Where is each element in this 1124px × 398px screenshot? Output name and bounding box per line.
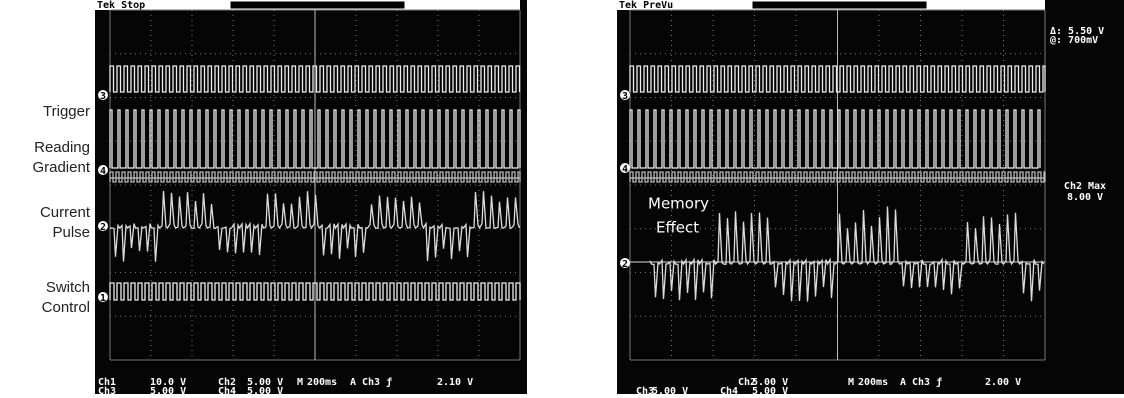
channel-marker-label: 3 bbox=[622, 91, 628, 102]
readout: 2.00 V bbox=[985, 377, 1021, 388]
readout: M bbox=[297, 377, 303, 388]
trace-label: Trigger bbox=[43, 103, 90, 120]
trace-label: Gradient bbox=[32, 159, 90, 176]
channel-marker-label: 4 bbox=[100, 166, 106, 177]
channel-marker-label: 1 bbox=[100, 293, 106, 304]
annotation: Effect bbox=[656, 219, 699, 237]
readout: 200ms bbox=[307, 377, 337, 388]
readout: 5.00 V bbox=[247, 386, 283, 394]
trace-label: Control bbox=[42, 299, 90, 316]
channel-marker-label: 2 bbox=[100, 222, 106, 233]
readout: 2.10 V bbox=[437, 377, 473, 388]
trace-label: Pulse bbox=[52, 224, 90, 241]
trace-label: Current bbox=[40, 204, 91, 221]
readout: Ch4 bbox=[218, 386, 236, 394]
scope-frame bbox=[95, 0, 527, 394]
readout: Ch3 ƒ bbox=[912, 377, 942, 388]
channel-max: 5.00 V bbox=[545, 139, 581, 150]
readout: 5.00 V bbox=[752, 386, 788, 394]
channel-marker-label: 2 bbox=[622, 259, 628, 270]
channel-marker-label: 4 bbox=[622, 164, 628, 175]
readout: A bbox=[900, 377, 906, 388]
trace-label: Switch bbox=[46, 279, 90, 296]
readout: A bbox=[350, 377, 356, 388]
readout: 200ms bbox=[858, 377, 888, 388]
readout: Ch4 bbox=[720, 386, 738, 394]
channel-max: Ch2 Max bbox=[1064, 181, 1106, 192]
channel-max: Ch2 Max bbox=[542, 181, 584, 192]
cursor-readout: @: 4.60 V bbox=[528, 35, 582, 46]
figure: Trigger Reading Gradient Current Pulse Switch… bbox=[0, 0, 1124, 394]
cursor-readout: @: 700mV bbox=[1050, 35, 1098, 46]
channel-max: 8.00 V bbox=[1067, 192, 1103, 203]
page: Trigger Reading Gradient Current Pulse Switch… bbox=[0, 0, 1124, 398]
trigger-position-bar bbox=[752, 1, 927, 9]
scope-status: Tek Stop bbox=[97, 0, 145, 11]
readout: Ch3 bbox=[98, 386, 116, 394]
trace-label: Reading bbox=[34, 139, 90, 156]
channel-marker-label: 3 bbox=[100, 91, 106, 102]
readout: Ch3 ƒ bbox=[362, 377, 392, 388]
channel-max: Ch1 Max bbox=[542, 128, 584, 139]
readout: 5.00 V bbox=[652, 386, 688, 394]
scope-status: Tek PreVu bbox=[619, 0, 673, 11]
readout: M bbox=[848, 377, 854, 388]
annotation: Memory bbox=[648, 195, 709, 213]
readout: 5.00 V bbox=[150, 386, 186, 394]
trigger-position-bar bbox=[230, 1, 405, 9]
channel-max: 5.00 V bbox=[545, 192, 581, 203]
